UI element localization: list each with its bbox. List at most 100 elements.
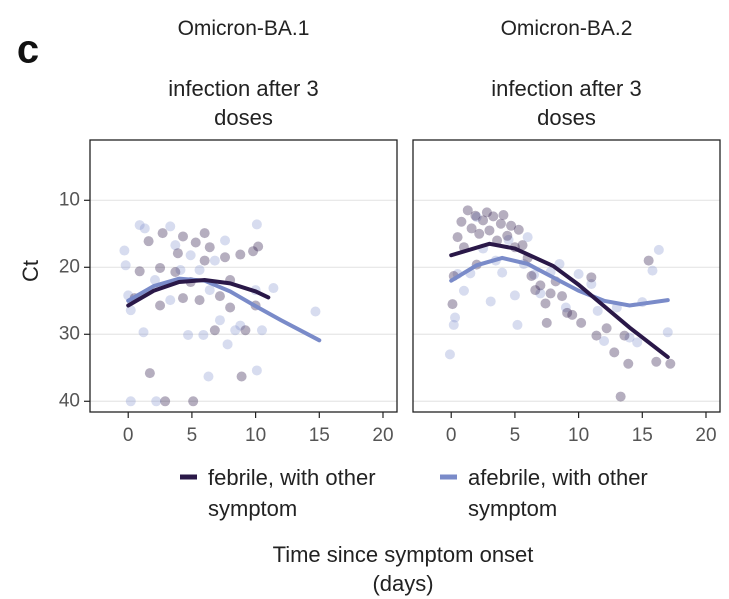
data-point (458, 285, 469, 296)
data-point (165, 295, 176, 306)
data-point (545, 288, 556, 299)
data-point (230, 325, 241, 336)
x-tick-label: 15 (309, 425, 330, 446)
smooth-line (126, 276, 322, 343)
x-tick-label: 10 (568, 425, 589, 446)
data-point (151, 396, 162, 407)
panel-background (90, 140, 397, 412)
data-point (199, 255, 210, 266)
data-point (485, 296, 496, 307)
data-point (540, 298, 551, 309)
data-point (225, 302, 236, 313)
data-point (209, 325, 220, 336)
data-point (557, 291, 568, 302)
data-point (214, 315, 225, 326)
data-point (599, 335, 610, 346)
data-point (448, 319, 459, 330)
data-point (120, 260, 131, 271)
panel-label: c (17, 28, 39, 72)
data-point (647, 265, 658, 276)
data-point (119, 245, 130, 256)
data-point (177, 293, 188, 304)
y-axis-label: Ct (18, 260, 43, 282)
data-point (134, 266, 145, 277)
facet-subtitle: infection after 3 doses (491, 76, 642, 130)
smooth-line (449, 255, 670, 308)
data-point (170, 266, 181, 277)
x-tick-label: 0 (123, 425, 134, 446)
data-point (513, 224, 524, 235)
data-point (155, 262, 166, 273)
data-point (567, 309, 578, 320)
panel-border (412, 139, 721, 413)
data-point (591, 330, 602, 341)
data-point (157, 228, 168, 239)
data-point (177, 231, 188, 242)
data-point (160, 396, 171, 407)
data-point (651, 356, 662, 367)
data-point (488, 211, 499, 222)
data-point (138, 327, 149, 338)
data-point (170, 240, 181, 251)
data-point (619, 330, 630, 341)
x-tick-label: 5 (510, 425, 521, 446)
data-point (632, 337, 643, 348)
data-point (134, 220, 145, 231)
data-point (576, 317, 587, 328)
data-point (268, 283, 279, 294)
data-point (125, 305, 136, 316)
data-point (172, 248, 183, 259)
y-tick-label: 20 (59, 256, 80, 277)
data-point (143, 236, 154, 247)
data-point (203, 371, 214, 382)
data-point (530, 285, 541, 296)
data-point (535, 280, 546, 291)
data-point (471, 212, 482, 223)
data-point (586, 279, 597, 290)
data-point (665, 358, 676, 369)
data-point (601, 323, 612, 334)
data-point (512, 319, 523, 330)
data-point (450, 312, 461, 323)
data-point (139, 223, 150, 234)
data-point (535, 288, 546, 299)
x-tick-label: 10 (245, 425, 266, 446)
data-point (183, 329, 194, 340)
data-point (256, 325, 267, 336)
x-axis-label: Time since symptom onset (days) (272, 542, 534, 596)
data-point (240, 325, 251, 336)
data-point (502, 230, 513, 241)
data-point (253, 241, 264, 252)
data-point (235, 249, 246, 260)
data-point (199, 228, 210, 239)
data-point (204, 285, 215, 296)
data-point (541, 317, 552, 328)
facet-title: Omicron-BA.2 (500, 17, 633, 40)
data-point (466, 223, 477, 234)
x-tick-label: 20 (695, 425, 716, 446)
data-point (470, 210, 481, 221)
data-point (497, 267, 508, 278)
data-point (586, 272, 597, 283)
data-point (484, 225, 495, 236)
data-point (498, 210, 509, 221)
x-tick-label: 20 (372, 425, 393, 446)
data-point (643, 255, 654, 266)
data-point (125, 396, 136, 407)
data-point (444, 349, 455, 360)
data-point (209, 255, 220, 266)
data-point (509, 290, 520, 301)
data-point (236, 371, 247, 382)
data-point (222, 339, 233, 350)
data-point (522, 232, 533, 243)
data-point (662, 327, 673, 338)
data-point (144, 368, 155, 379)
data-point (175, 264, 186, 275)
legend-label: afebrile, with other symptom (468, 465, 648, 521)
data-point (478, 215, 489, 226)
data-point (560, 302, 571, 313)
data-point (624, 332, 635, 343)
x-tick-label: 0 (446, 425, 457, 446)
data-point (615, 391, 626, 402)
